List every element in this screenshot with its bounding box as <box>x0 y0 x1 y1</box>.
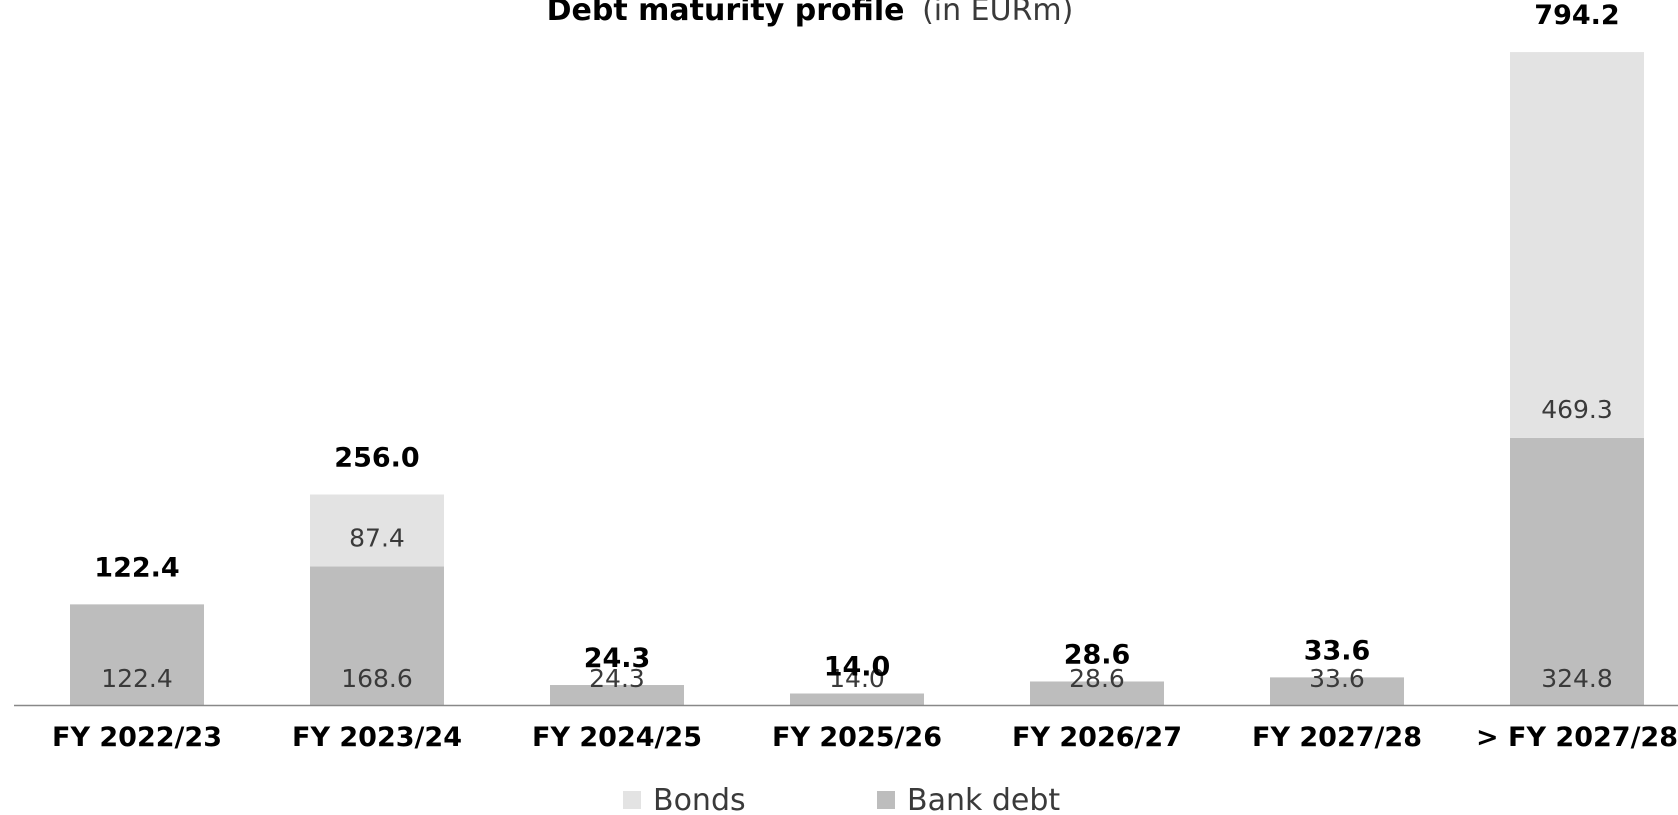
data-label-bank-debt: 324.8 <box>1541 664 1613 693</box>
data-label-bank-debt: 168.6 <box>341 664 413 693</box>
x-tick-label: FY 2025/26 <box>772 722 942 753</box>
data-label-bonds: 87.4 <box>349 523 405 552</box>
bar-bank-debt <box>1270 677 1404 705</box>
x-axis-ticks: FY 2022/23 FY 2023/24 FY 2024/25 FY 2025/26… <box>52 722 1678 753</box>
total-label: 122.4 <box>94 552 179 583</box>
x-tick-label: FY 2023/24 <box>292 722 462 753</box>
total-label: 33.6 <box>1304 635 1371 666</box>
legend-label-bonds: Bonds <box>653 783 746 815</box>
total-label: 24.3 <box>584 643 651 674</box>
chart-title-unit: (in EURm) <box>922 0 1073 28</box>
legend-swatch-bonds <box>623 791 641 809</box>
data-label-bonds: 469.3 <box>1541 395 1613 424</box>
data-label-bank-debt: 122.4 <box>101 664 173 693</box>
x-tick-label: > FY 2027/28 <box>1476 722 1678 753</box>
bars-layer: 122.4 122.4 168.6 87.4 256.0 24.324.3 14.014.0… <box>70 0 1644 705</box>
x-tick-label: FY 2024/25 <box>532 722 702 753</box>
data-label-bank-debt: 28.6 <box>1069 664 1125 693</box>
data-label-bank-debt: 33.6 <box>1309 664 1365 693</box>
x-tick-label: FY 2022/23 <box>52 722 222 753</box>
total-label: 28.6 <box>1064 639 1131 670</box>
data-label-bank-debt: 14.0 <box>829 664 885 693</box>
legend: Bonds Bank debt <box>623 783 1060 815</box>
bar-bonds <box>1510 52 1644 438</box>
bar-bank-debt <box>1030 681 1164 705</box>
total-label: 256.0 <box>334 443 419 474</box>
data-label-bank-debt: 24.3 <box>589 664 645 693</box>
legend-swatch-bank-debt <box>877 791 895 809</box>
chart-title-main: Debt maturity profile <box>547 0 905 28</box>
bar-bank-debt <box>550 685 684 705</box>
bar-bank-debt <box>70 604 204 705</box>
total-label: 794.2 <box>1534 0 1619 31</box>
x-tick-label: FY 2027/28 <box>1252 722 1422 753</box>
bar-bank-debt <box>1510 437 1644 705</box>
bar-bank-debt <box>310 566 444 705</box>
total-label: 14.0 <box>824 651 891 682</box>
x-tick-label: FY 2026/27 <box>1012 722 1182 753</box>
chart-title: Debt maturity profile (in EURm) <box>547 0 1074 28</box>
bar-bank-debt <box>790 693 924 705</box>
legend-label-bank-debt: Bank debt <box>907 783 1060 815</box>
bar-bonds <box>310 494 444 567</box>
